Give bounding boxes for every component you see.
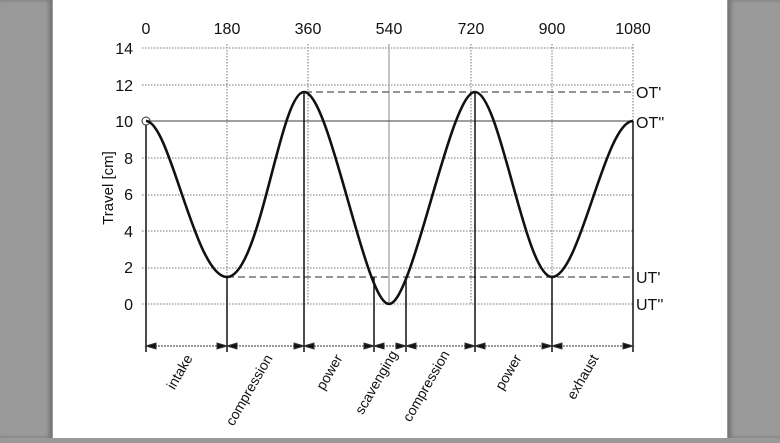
x-tick: 540 [376, 21, 403, 38]
y-tick: 2 [124, 260, 133, 277]
phase-compression-2: compression [399, 348, 453, 425]
phase-exhaust: exhaust [563, 351, 601, 402]
y-tick: 4 [124, 224, 133, 241]
label-ut1: UT' [636, 270, 660, 287]
y-tick: 12 [115, 78, 133, 95]
x-tick: 1080 [615, 21, 651, 38]
right-margin [728, 0, 780, 438]
x-tick: 720 [458, 21, 485, 38]
y-tick: 10 [115, 114, 133, 131]
phase-intake: intake [163, 351, 196, 392]
y-axis-label: Travel [cm] [100, 151, 117, 225]
grid-horizontal [142, 47, 633, 305]
x-tick-labels: 0 180 360 540 720 900 1080 [142, 21, 651, 38]
y-tick: 0 [124, 297, 133, 314]
y-tick: 8 [124, 151, 133, 168]
phase-arrows [144, 342, 635, 350]
piston-travel-chart: 0 180 360 540 720 900 1080 14 12 10 8 6 … [100, 21, 664, 429]
chart-canvas: 0 180 360 540 720 900 1080 14 12 10 8 6 … [53, 0, 727, 438]
phase-power-2: power [492, 351, 525, 392]
x-tick: 0 [142, 21, 151, 38]
grid-vertical [226, 44, 634, 304]
phase-scavenging: scavenging [351, 348, 400, 417]
y-tick: 6 [124, 187, 133, 204]
y-tick-labels: 14 12 10 8 6 4 2 0 [115, 41, 133, 314]
phase-power-1: power [313, 351, 346, 392]
label-ot1: OT' [636, 85, 661, 102]
y-tick: 14 [115, 41, 133, 58]
x-tick: 360 [295, 21, 322, 38]
left-margin [0, 0, 52, 438]
label-ot2: OT'' [636, 115, 664, 132]
phase-boundaries [145, 92, 634, 352]
phase-compression-1: compression [222, 352, 276, 429]
reference-labels: OT' OT'' UT' UT'' [636, 85, 664, 314]
label-ut2: UT'' [636, 297, 663, 314]
travel-curve [145, 90, 634, 306]
phase-labels: intake compression power scavenging comp… [163, 348, 602, 429]
x-tick: 900 [539, 21, 566, 38]
x-tick: 180 [214, 21, 241, 38]
